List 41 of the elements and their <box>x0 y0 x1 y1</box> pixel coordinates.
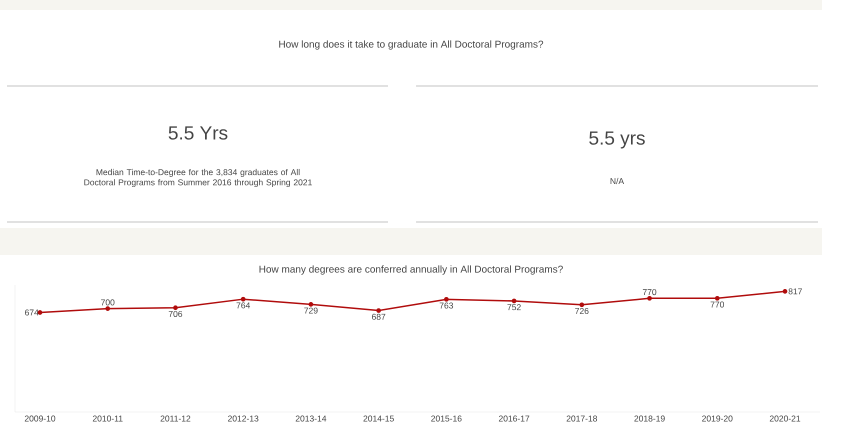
data-label: 700 <box>101 299 114 306</box>
point <box>444 296 449 302</box>
data-label: 752 <box>507 304 521 310</box>
x-tick-label: 2019-20 <box>702 416 733 422</box>
chart-title: How many degrees are conferred annually in All Doctoral Programs? <box>260 265 563 275</box>
x-tick-label: 2017-18 <box>566 416 598 422</box>
point <box>376 308 381 313</box>
point <box>647 296 652 301</box>
point <box>782 289 788 294</box>
data-label: 764 <box>236 302 250 308</box>
data-label: 763 <box>440 302 454 309</box>
text: How long does it take to graduate in All Doctoral Programs? <box>279 40 544 50</box>
x-tick-label: 2015-16 <box>431 416 462 422</box>
x-tick-label: 2018-19 <box>634 416 665 422</box>
text: Median Time-to-Degree for the 3,834 graduates of All Doctoral Programs from Summer 2016 through Spring 2021 <box>84 168 312 188</box>
data-label: 687 <box>372 314 386 320</box>
x-tick-label: 2020-21 <box>770 416 800 422</box>
x-tick-label: 2009-10 <box>24 416 56 422</box>
text: 5.5 Yrs <box>168 126 228 140</box>
data-label: 817 <box>788 288 802 294</box>
x-tick-label: 2014-15 <box>363 416 394 422</box>
point <box>714 296 720 301</box>
point <box>308 302 314 307</box>
point <box>173 305 178 310</box>
point <box>105 306 110 311</box>
text: N/A <box>610 178 624 184</box>
point <box>240 296 246 302</box>
data-label: 706 <box>168 310 182 317</box>
data-label: 770 <box>642 289 656 296</box>
point <box>579 302 584 308</box>
data-label: 726 <box>575 308 589 314</box>
point <box>512 298 516 304</box>
x-tick-label: 2016-17 <box>498 416 530 422</box>
x-tick-label: 2010-11 <box>92 416 123 422</box>
x-tick-label: 2012-13 <box>228 416 258 422</box>
data-label: 770 <box>710 302 724 308</box>
data-label: 674 <box>25 309 39 316</box>
data-label: 729 <box>304 308 318 314</box>
text: 5.5 yrs <box>589 132 645 148</box>
x-tick-label: 2011-12 <box>160 416 190 422</box>
x-tick-label: 2013-14 <box>296 416 326 422</box>
